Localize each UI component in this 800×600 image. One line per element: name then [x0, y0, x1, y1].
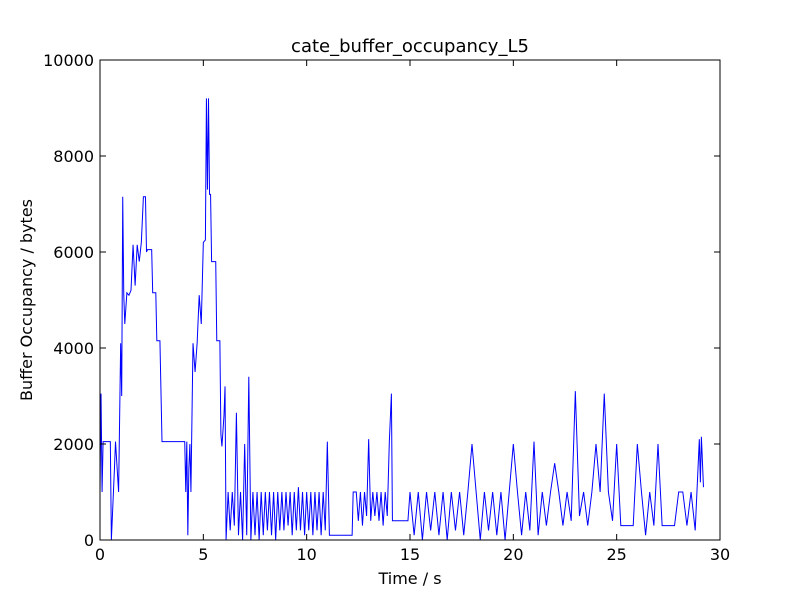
x-tick-label: 30 — [710, 545, 730, 564]
y-axis-label: Buffer Occupancy / bytes — [17, 199, 36, 401]
x-tick-label: 5 — [198, 545, 208, 564]
plot-frame — [99, 59, 721, 541]
data-line — [99, 98, 704, 541]
x-axis-label: Time / s — [377, 569, 441, 588]
x-tick-label: 0 — [95, 545, 105, 564]
x-tick-label: 15 — [400, 545, 420, 564]
y-tick-label: 0 — [84, 531, 94, 550]
y-tick-label: 8000 — [53, 147, 94, 166]
x-tick-label: 20 — [503, 545, 523, 564]
x-tick-label: 25 — [606, 545, 626, 564]
y-tick-label: 4000 — [53, 339, 94, 358]
x-tick-label: 10 — [296, 545, 316, 564]
y-tick-label: 10000 — [43, 51, 94, 70]
y-tick-label: 6000 — [53, 243, 94, 262]
y-tick-label: 2000 — [53, 435, 94, 454]
chart-title: cate_buffer_occupancy_L5 — [291, 36, 529, 57]
